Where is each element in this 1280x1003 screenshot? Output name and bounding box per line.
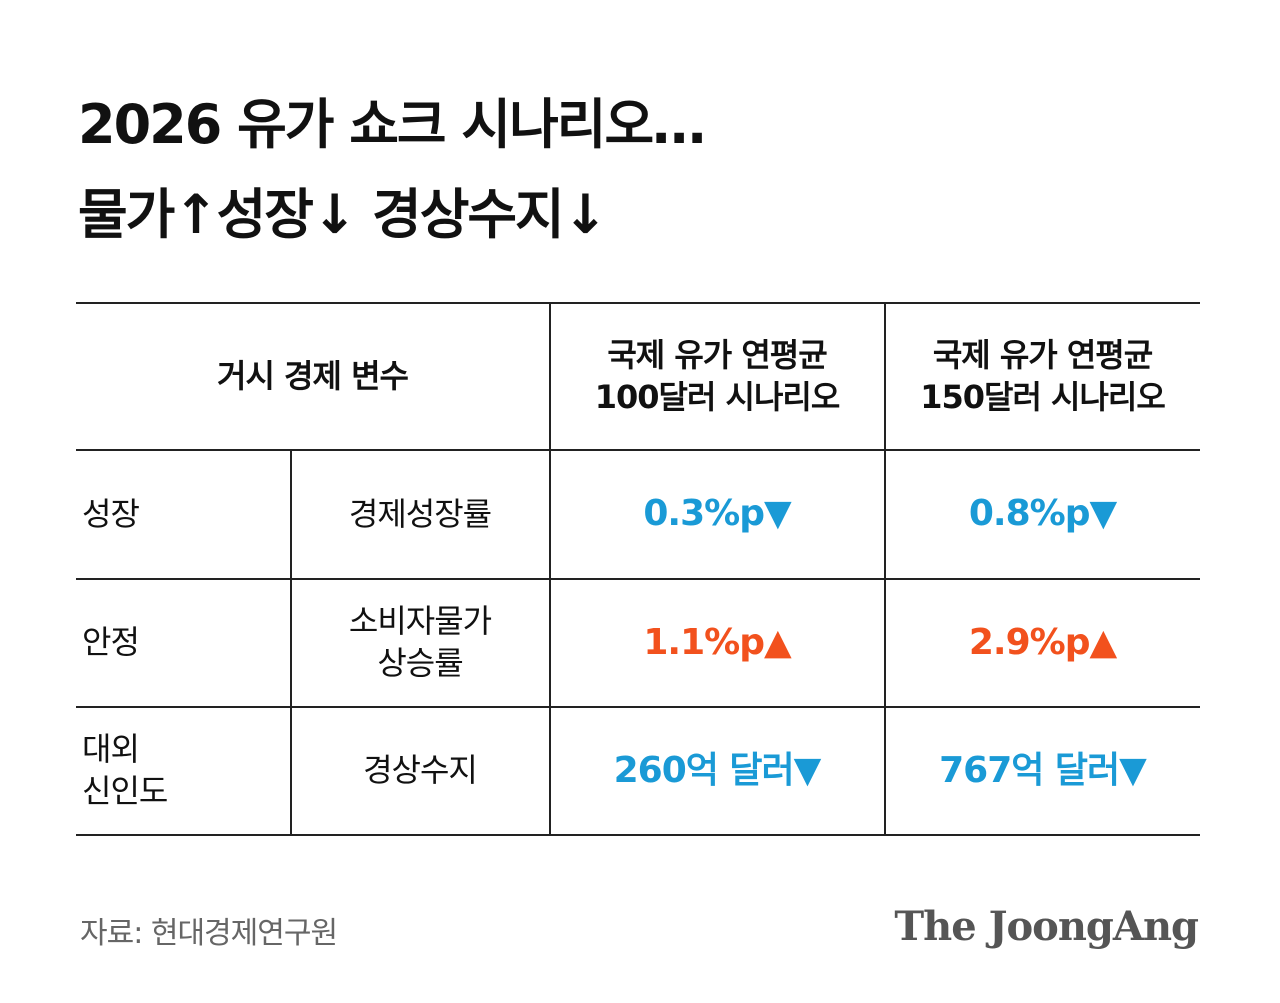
- cell: 0.3%p▼: [550, 451, 884, 578]
- header-text: 거시 경제 변수: [217, 357, 409, 396]
- value-text: 260억 달러▼: [613, 749, 822, 791]
- rule: [290, 450, 292, 835]
- cell-text: 대외: [82, 730, 140, 769]
- cell-text: 상승률: [377, 644, 463, 682]
- value-text: 2.9%p▲: [968, 621, 1117, 663]
- cell: 경제성장률: [291, 451, 549, 578]
- rule: [76, 706, 1200, 708]
- cell: 2.9%p▲: [885, 580, 1200, 706]
- header-cell: 거시 경제 변수: [76, 304, 549, 450]
- cell: 767억 달러▼: [885, 708, 1200, 834]
- cell: 0.8%p▼: [885, 451, 1200, 578]
- cell-text: 소비자물가: [348, 602, 492, 641]
- header-text: 100달러 시나리오: [594, 378, 841, 416]
- cell: 대외 신인도: [76, 708, 290, 834]
- header-cell: 국제 유가 연평균 150달러 시나리오: [885, 304, 1200, 450]
- cell: 소비자물가 상승률: [291, 580, 549, 706]
- header-text: 국제 유가 연평균: [607, 336, 827, 375]
- title-line: 물가↑성장↓ 경상수지↓: [78, 183, 608, 246]
- rule: [76, 449, 1200, 451]
- rule: [76, 834, 1200, 836]
- cell-text: 안정: [82, 623, 140, 662]
- source-note: 자료: 현대경제연구원: [80, 916, 338, 951]
- header-cell: 국제 유가 연평균 100달러 시나리오: [550, 304, 884, 450]
- header-text: 150달러 시나리오: [920, 378, 1166, 416]
- cell-text: 경상수지: [363, 751, 478, 790]
- value-text: 0.3%p▼: [643, 493, 791, 535]
- header-text: 국제 유가 연평균: [932, 336, 1153, 375]
- cell: 경상수지: [291, 708, 549, 834]
- rule: [884, 303, 886, 835]
- logo: The JoongAng: [894, 903, 1199, 950]
- cell-text: 경제성장률: [348, 494, 492, 533]
- cell: 안정: [76, 580, 290, 706]
- value-text: 767억 달러▼: [939, 749, 1147, 791]
- cell: 260억 달러▼: [550, 708, 884, 834]
- value-text: 0.8%p▼: [968, 493, 1117, 535]
- cell: 성장: [76, 451, 290, 578]
- rule: [76, 302, 1200, 304]
- cell: 1.1%p▲: [550, 580, 884, 706]
- rule: [76, 578, 1200, 580]
- title-line: 2026 유가 쇼크 시나리오…: [78, 93, 706, 156]
- value-text: 1.1%p▲: [643, 621, 791, 663]
- rule: [549, 303, 551, 835]
- cell-text: 신인도: [82, 772, 168, 810]
- cell-text: 성장: [82, 494, 140, 533]
